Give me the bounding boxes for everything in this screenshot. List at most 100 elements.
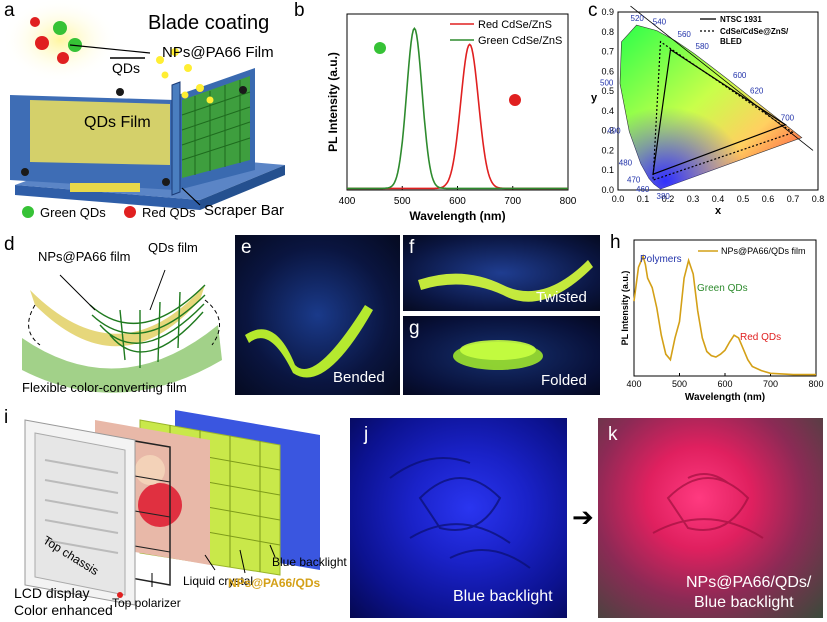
x-tick-label: 0.1 xyxy=(637,194,650,204)
y-axis-label: PL Intensity (a.u.) xyxy=(620,271,630,346)
green-qd-legend-dot xyxy=(22,206,34,218)
qds-film-area xyxy=(30,100,170,165)
lc-pointer xyxy=(204,554,216,571)
rose-pink xyxy=(652,473,764,539)
series-line-0 xyxy=(633,253,816,376)
y-tick-label: 0.3 xyxy=(601,126,614,136)
cie-locus-blue xyxy=(620,25,802,189)
legend-label-1: Green CdSe/ZnS xyxy=(478,35,562,47)
x-tick-label: 0.3 xyxy=(687,194,700,204)
x-axis-label: Wavelength (nm) xyxy=(685,392,765,403)
lcd-caption-line2: Color enhanced xyxy=(14,602,113,618)
x-tick-label: 800 xyxy=(560,196,577,207)
k-caption-line1: NPs@PA66/QDs/ xyxy=(686,574,812,591)
legend-label-0: Red CdSe/ZnS xyxy=(478,19,552,31)
annotation-polymers: Polymers xyxy=(640,254,682,265)
x-tick-label: 500 xyxy=(672,379,687,389)
panel-d: d NPs@PA66 film QDs film Flexible color-… xyxy=(0,230,235,400)
folded-film xyxy=(453,340,543,370)
qds-pointer-i xyxy=(239,549,246,574)
x-tick-label: 600 xyxy=(717,379,732,389)
bend-arrow-left xyxy=(28,304,41,346)
x-tick-label: 800 xyxy=(808,379,823,389)
film-edge xyxy=(70,183,140,192)
panel-label-i: i xyxy=(4,407,9,428)
panel-a: a xyxy=(0,0,290,230)
panel-g-photo: g Folded xyxy=(403,316,600,395)
legend-label-ntsc: NTSC 1931 xyxy=(720,15,762,24)
series-line-0 xyxy=(347,43,568,190)
twisted-film xyxy=(418,260,593,302)
film-top xyxy=(30,285,205,347)
panel-e-photo: e Bended xyxy=(235,235,400,395)
blue-backlight-caption: Blue backlight xyxy=(453,588,553,605)
red-emitter-icon xyxy=(509,94,521,106)
power-led xyxy=(117,592,123,598)
y-tick-label: 0.9 xyxy=(601,7,614,17)
mesh-lines xyxy=(181,80,251,175)
bended-caption: Bended xyxy=(333,369,385,386)
cie-chart-c: 0.0 0.1 0.2 0.3 0.4 0.5 0.6 0.7 0.8 0.0 0.1 0.2 0.3 0… xyxy=(591,5,825,217)
flexible-film-illustration xyxy=(22,269,222,393)
wavelength-label: 580 xyxy=(696,42,710,51)
y-tick-label: 0.0 xyxy=(601,185,614,195)
y-tick-label: 0.7 xyxy=(601,47,614,57)
backlight-pointer xyxy=(269,544,276,558)
panel-label-g: g xyxy=(409,318,420,339)
bled-triangle xyxy=(652,40,795,181)
x-tick-label: 0.6 xyxy=(762,194,775,204)
wavelength-label: 520 xyxy=(631,14,645,23)
qds-label: QDs xyxy=(112,60,140,76)
flexible-film-caption: Flexible color-converting film xyxy=(22,380,187,395)
x-tick-label: 0.7 xyxy=(787,194,800,204)
panel-label-j: j xyxy=(364,424,369,445)
tangent-line xyxy=(630,5,814,151)
x-axis-label: x xyxy=(715,205,722,217)
x-tick-label: 0.0 xyxy=(612,194,625,204)
mesh-grid xyxy=(89,284,206,368)
annotation-green-qds: Green QDs xyxy=(697,283,748,294)
lcd-caption-line1: LCD display xyxy=(14,585,90,601)
wavelength-label: 540 xyxy=(653,18,667,27)
lcd-exploded-view xyxy=(24,410,320,606)
glow-pointer xyxy=(69,44,151,54)
ntsc-triangle xyxy=(652,48,787,176)
wavelength-label: 500 xyxy=(600,79,614,88)
x-tick-label: 700 xyxy=(504,196,521,207)
annotation-red-qds: Red QDs xyxy=(740,332,781,343)
panel-i: i Top chassis Top polarizer Liquid cr xyxy=(0,405,347,622)
film2-pointer xyxy=(149,269,166,311)
x-tick-label: 400 xyxy=(339,196,356,207)
x-tick-label: 0.8 xyxy=(812,194,825,204)
wavelength-label: 620 xyxy=(750,87,764,96)
screws xyxy=(21,86,247,186)
scraper-label: Scraper Bar xyxy=(204,202,285,219)
panel-label-b: b xyxy=(294,0,305,21)
y-axis-label: y xyxy=(591,92,598,104)
panel-label-e: e xyxy=(241,237,252,258)
blade-coating-title: Blade coating xyxy=(148,12,270,34)
panel-label-d: d xyxy=(4,234,15,255)
wavelength-label: 480 xyxy=(619,159,633,168)
panel-h: h 400 500 600 700 800 Wavelength (nm) PL Inten… xyxy=(600,230,827,405)
wavelength-label: 380 xyxy=(657,192,671,201)
legend-label-bled-2: BLED xyxy=(720,37,742,46)
legend-label-bled: CdSe/CdSe@ZnS/ xyxy=(720,27,789,36)
wavelength-label: 600 xyxy=(733,71,747,80)
substrate-front xyxy=(15,185,200,210)
bended-film xyxy=(245,305,373,378)
y-axis-label: PL Intensity (a.u.) xyxy=(326,52,340,152)
x-tick-label: 700 xyxy=(763,379,778,389)
wavelength-label: 560 xyxy=(678,30,692,39)
red-qd-legend-dot xyxy=(124,206,136,218)
y-tick-label: 0.5 xyxy=(601,86,614,96)
x-tick-label: 600 xyxy=(449,196,466,207)
scraper-bar xyxy=(171,81,181,196)
series-line-1 xyxy=(347,26,568,190)
twisted-caption: Twisted xyxy=(536,289,587,306)
right-arrow-icon: ➔ xyxy=(572,502,594,532)
folded-caption: Folded xyxy=(541,372,587,389)
top-chassis-window xyxy=(34,432,126,596)
y-tick-label: 0.1 xyxy=(601,165,614,175)
green-qd-legend: Green QDs xyxy=(40,205,106,220)
